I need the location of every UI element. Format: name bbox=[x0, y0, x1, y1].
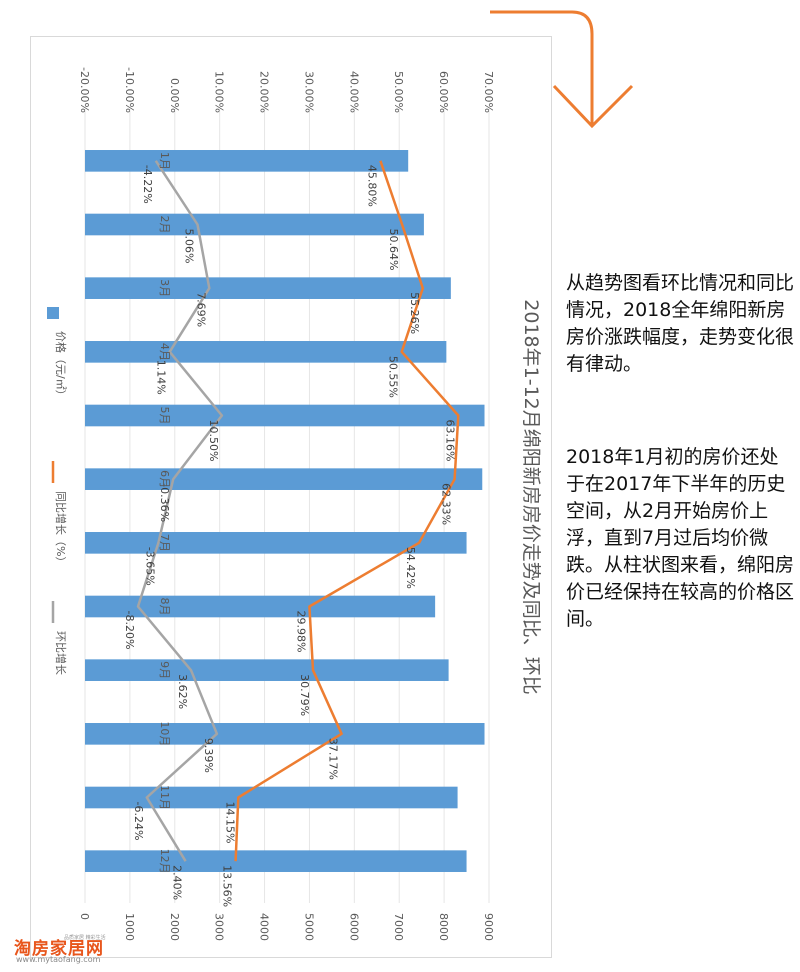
logo-tagline: 品质家居 精彩生活 bbox=[64, 935, 106, 941]
category-label: 7月 bbox=[158, 534, 171, 552]
price-tick-label: 8000 bbox=[437, 913, 450, 941]
price-bar bbox=[85, 595, 436, 618]
price-tick-label: 3000 bbox=[213, 913, 226, 941]
price-tick-label: 9000 bbox=[482, 913, 495, 941]
price-tick-label: 4000 bbox=[258, 913, 271, 941]
mom-label: 2.40% bbox=[171, 865, 184, 900]
category-label: 3月 bbox=[158, 279, 171, 297]
category-label: 4月 bbox=[158, 343, 171, 361]
chart-frame: 45.80% 50.64% 55.26% 50.55% 63.16% 62.33% 54.4… bbox=[30, 36, 552, 958]
mom-label: -3.65% bbox=[143, 547, 156, 586]
mom-label: 10.50% bbox=[207, 420, 220, 462]
yoy-label: 50.55% bbox=[387, 356, 400, 398]
legend-label: 环比增长 bbox=[54, 631, 68, 675]
percent-tick-label: 70.00% bbox=[482, 71, 495, 113]
percent-tick-label: 60.00% bbox=[437, 71, 450, 113]
yoy-label: 13.56% bbox=[221, 865, 234, 907]
yoy-label: 50.64% bbox=[387, 229, 400, 271]
category-label: 8月 bbox=[158, 598, 171, 616]
legend-label: 价格（元/㎡） bbox=[54, 331, 68, 401]
mom-label: -1.14% bbox=[155, 356, 168, 395]
percent-tick-label: -10.00% bbox=[123, 67, 136, 113]
price-bar bbox=[85, 277, 451, 299]
percent-tick-label: 40.00% bbox=[347, 71, 360, 113]
axis-ticks: 1月 2月 3月 4月 5月 6月 7月 8月 9月 10月 11月 12月 -20.00% -10.00… bbox=[78, 67, 495, 941]
category-label: 11月 bbox=[158, 785, 171, 810]
category-label: 2月 bbox=[158, 216, 171, 234]
category-label: 5月 bbox=[158, 407, 171, 425]
price-bar bbox=[85, 404, 485, 427]
price-bars bbox=[85, 150, 485, 872]
mom-line bbox=[136, 160, 224, 862]
yoy-label: 29.98% bbox=[294, 611, 307, 653]
price-tick-label: 0 bbox=[78, 913, 91, 920]
mom-label: -6.24% bbox=[132, 802, 145, 841]
data-labels: 45.80% 50.64% 55.26% 50.55% 63.16% 62.33% 54.4… bbox=[123, 165, 456, 907]
category-label: 9月 bbox=[158, 661, 171, 679]
yoy-label: 37.17% bbox=[327, 738, 340, 780]
price-bar bbox=[85, 723, 485, 745]
category-label: 10月 bbox=[158, 721, 171, 746]
mom-label: 5.06% bbox=[182, 229, 195, 264]
description-paragraph-2: 2018年1月初的房价还处于在2017年下半年的历史空间，从2月开始房价上浮，直… bbox=[566, 446, 795, 630]
yoy-label: 55.26% bbox=[408, 292, 421, 334]
price-bar bbox=[85, 150, 409, 172]
legend: 价格（元/㎡） 同比增长（%） 环比增长 bbox=[47, 307, 68, 675]
yoy-label: 14.15% bbox=[223, 802, 236, 844]
price-tick-label: 6000 bbox=[347, 913, 360, 941]
percent-tick-label: 30.00% bbox=[302, 71, 315, 113]
yoy-label: 54.42% bbox=[404, 547, 417, 589]
percent-tick-label: -20.00% bbox=[78, 67, 91, 113]
price-tick-label: 5000 bbox=[302, 913, 315, 941]
chart-svg: 45.80% 50.64% 55.26% 50.55% 63.16% 62.33% 54.4… bbox=[47, 67, 542, 941]
logo-url: www.mytaofang.com bbox=[16, 955, 101, 964]
logo-brand: 淘房家居网 bbox=[14, 939, 104, 959]
price-bar bbox=[85, 850, 467, 872]
price-bar bbox=[85, 786, 458, 809]
trend-lines bbox=[136, 160, 460, 862]
description-panel: 从趋势图看环比情况和同比情况，2018全年绵阳新房房价涨跌幅度，走势变化很有律动… bbox=[566, 270, 794, 699]
category-label: 12月 bbox=[158, 849, 171, 874]
price-bar bbox=[85, 659, 449, 681]
legend-swatch bbox=[47, 307, 59, 319]
price-bar bbox=[85, 468, 483, 490]
description-paragraph-1: 从趋势图看环比情况和同比情况，2018全年绵阳新房房价涨跌幅度，走势变化很有律动… bbox=[566, 272, 795, 375]
price-tick-label: 2000 bbox=[168, 913, 181, 941]
price-bar bbox=[85, 213, 424, 236]
percent-tick-label: 50.00% bbox=[392, 71, 405, 113]
yoy-label: 62.33% bbox=[440, 483, 453, 525]
yoy-label: 30.79% bbox=[298, 674, 311, 716]
down-arrow-icon bbox=[490, 10, 634, 129]
mom-label: -4.22% bbox=[141, 165, 154, 204]
mom-label: 9.39% bbox=[202, 738, 215, 773]
chart-title: 2018年1-12月绵阳新房房价走势及同比、环比 bbox=[520, 299, 542, 694]
legend-label: 同比增长（%） bbox=[54, 491, 68, 567]
percent-tick-label: 20.00% bbox=[258, 71, 271, 113]
yoy-line bbox=[234, 160, 460, 862]
percent-tick-label: 0.00% bbox=[168, 78, 181, 113]
mom-label: 7.69% bbox=[194, 292, 207, 327]
mom-label: -0.36% bbox=[158, 483, 171, 522]
site-logo: 淘房家居网 品质家居 精彩生活 www.mytaofang.com bbox=[8, 934, 118, 968]
price-tick-label: 7000 bbox=[392, 913, 405, 941]
category-label: 1月 bbox=[158, 152, 171, 170]
category-label: 6月 bbox=[158, 470, 171, 488]
yoy-label: 63.16% bbox=[443, 420, 456, 462]
mom-label: 3.62% bbox=[176, 674, 189, 709]
mom-label: -8.20% bbox=[123, 611, 136, 650]
yoy-label: 45.80% bbox=[365, 165, 378, 207]
percent-tick-label: 10.00% bbox=[213, 71, 226, 113]
price-bar bbox=[85, 532, 467, 554]
price-tick-label: 1000 bbox=[123, 913, 136, 941]
gridlines bbox=[84, 109, 490, 903]
